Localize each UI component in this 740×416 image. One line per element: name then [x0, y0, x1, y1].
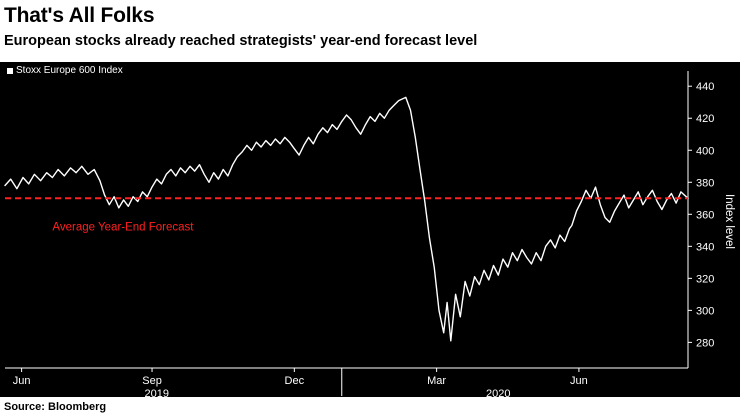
- chart-area: Stoxx Europe 600 Index 280 300 320 340 360 38…: [0, 62, 740, 397]
- y-tick-label: 400: [696, 145, 714, 157]
- y-tick-label: 440: [696, 81, 714, 93]
- legend: Stoxx Europe 600 Index: [7, 65, 123, 77]
- y-tick-label: 340: [696, 241, 714, 253]
- x-tick-label: Jun: [13, 375, 31, 387]
- x-tick-label: Sep: [142, 375, 162, 387]
- legend-label: Stoxx Europe 600 Index: [16, 65, 123, 76]
- chart-footer: Source: Bloomberg: [0, 397, 740, 416]
- line-chart: 280 300 320 340 360 380 400 420 440 Jun Sep Dec Mar J…: [4, 71, 735, 397]
- y-tick-label: 300: [696, 305, 714, 317]
- x-tick-label: Mar: [427, 375, 446, 387]
- x-tick-label: Jun: [570, 375, 588, 387]
- y-tick-label: 360: [696, 209, 714, 221]
- source-label: Source: Bloomberg: [4, 400, 107, 413]
- y-tick-label: 280: [696, 337, 714, 349]
- y-tick-label: 320: [696, 273, 714, 285]
- y-axis-title: Index level: [723, 194, 735, 249]
- year-label: 2020: [486, 388, 510, 397]
- y-tick-label: 380: [696, 177, 714, 189]
- forecast-label: Average Year-End Forecast: [52, 221, 194, 233]
- chart-header: That's All Folks European stocks already…: [0, 0, 740, 62]
- y-tick-label: 420: [696, 113, 714, 125]
- chart-title: That's All Folks: [4, 4, 155, 27]
- legend-square-icon: [7, 68, 13, 74]
- chart-subtitle: European stocks already reached strategi…: [4, 33, 478, 49]
- year-label: 2019: [145, 388, 169, 397]
- x-tick-label: Dec: [285, 375, 305, 387]
- price-line: [4, 96, 689, 342]
